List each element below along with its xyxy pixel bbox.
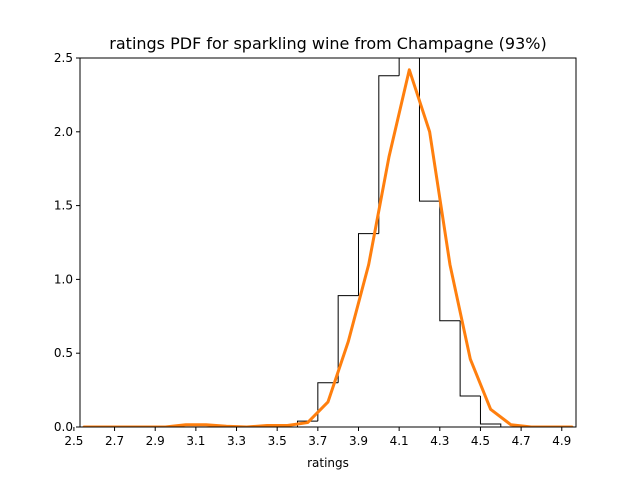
x-tick-label: 3.7 [308, 434, 327, 448]
density-curve-line [82, 68, 574, 427]
y-tick-label: 0.0 [54, 420, 73, 434]
x-tick-label: 3.3 [227, 434, 246, 448]
x-axis-label: ratings [307, 456, 349, 470]
x-tick-label: 2.5 [64, 434, 83, 448]
histogram-bin [418, 58, 440, 202]
y-tick-label: 0.5 [54, 346, 73, 360]
x-tick-label: 4.1 [390, 434, 409, 448]
histogram-bin [439, 201, 461, 322]
histogram-bin [459, 320, 481, 397]
x-tick-label: 2.9 [146, 434, 165, 448]
plot-area [82, 58, 574, 427]
histogram-bin [479, 396, 502, 427]
y-tick-label: 2.0 [54, 125, 73, 139]
histogram-bin [378, 75, 400, 234]
y-tick-label: 1.0 [54, 272, 73, 286]
axes-frame [79, 57, 577, 428]
y-tick-label: 2.5 [54, 51, 73, 65]
histogram-bin [337, 295, 359, 383]
x-tick-label: 4.9 [552, 434, 571, 448]
histogram-bin [317, 382, 339, 422]
histogram-bin [398, 58, 400, 76]
x-tick-label: 3.5 [268, 434, 287, 448]
x-tick-label: 4.3 [430, 434, 449, 448]
x-tick-label: 4.5 [471, 434, 490, 448]
chart-title: ratings PDF for sparkling wine from Cham… [109, 34, 546, 53]
axis-ticks: 2.5 2.7 2.9 3.1 3.3 3.5 3.7 3.9 4.1 4.3 4.5 4.7 4.9 0… [54, 51, 571, 448]
y-tick-label: 1.5 [54, 199, 73, 213]
x-tick-label: 3.9 [349, 434, 368, 448]
x-tick-label: 4.7 [512, 434, 531, 448]
x-tick-label: 3.1 [186, 434, 205, 448]
x-tick-label: 2.7 [105, 434, 124, 448]
histogram-bin [357, 233, 379, 296]
